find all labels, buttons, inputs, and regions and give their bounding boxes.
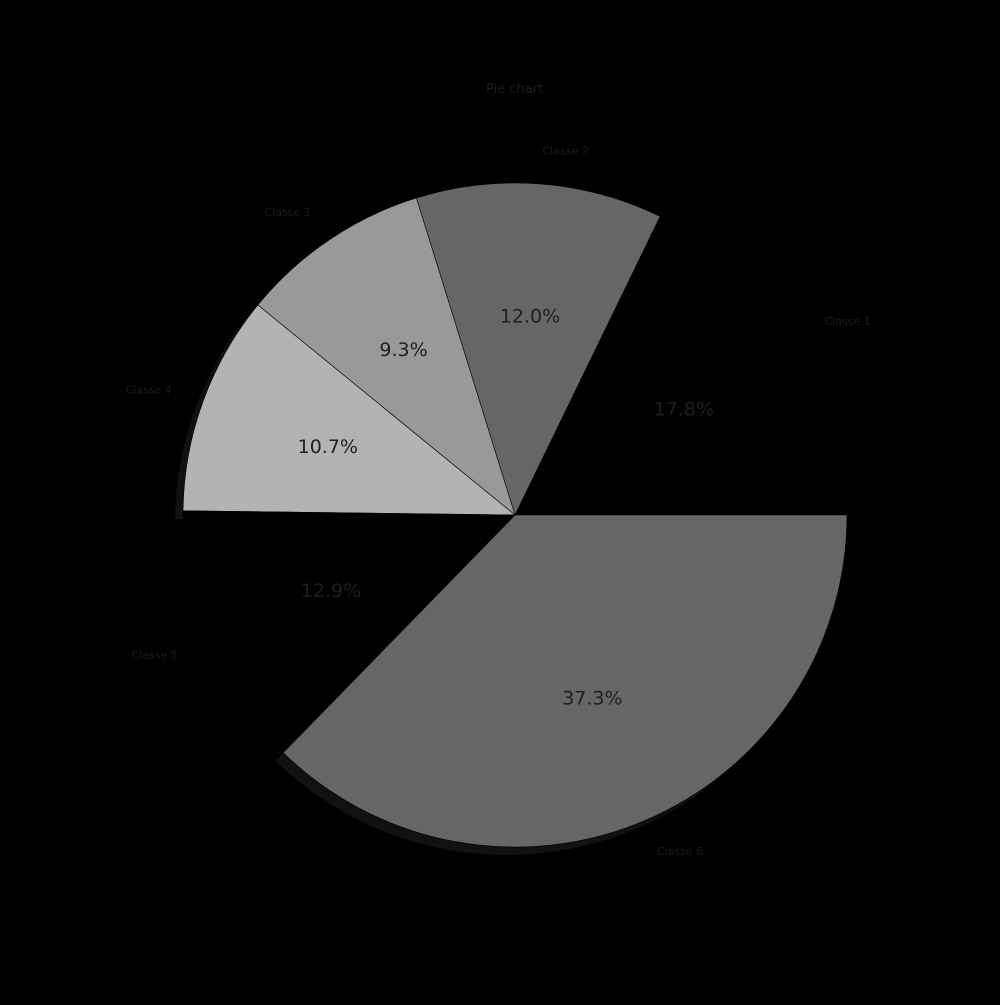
pie-category-label-classe-4: Classe 4 — [126, 384, 172, 397]
pie-category-label-classe-1: Classe 1 — [825, 315, 871, 328]
pie-category-label-classe-6: Classe 6 — [657, 845, 703, 858]
pie-category-label-classe-2: Classe 2 — [543, 144, 589, 157]
pie-slice-classe-2 — [416, 182, 661, 516]
chart-title: Pie chart — [486, 82, 543, 97]
pie-category-label-classe-3: Classe 3 — [264, 206, 310, 219]
pie-slice-classe-4 — [182, 304, 516, 516]
pie-slice-classe-1 — [514, 215, 848, 516]
pie-category-label-classe-5: Classe 5 — [131, 648, 177, 661]
label-layer: 17.8% Classe 1 12.0% Classe 2 9.3% Classe 3 10… — [126, 144, 871, 858]
pie-slice-classe-3 — [257, 197, 516, 516]
slice-layer — [182, 182, 848, 848]
pie-pct-label-classe-3: 9.3% — [379, 339, 427, 361]
pie-pct-label-classe-6: 37.3% — [562, 688, 622, 710]
pie-slice-classe-5 — [182, 510, 516, 754]
pie-pct-label-classe-1: 17.8% — [654, 398, 714, 420]
pie-slice-classe-6 — [282, 514, 848, 848]
pie-pct-label-classe-2: 12.0% — [500, 305, 560, 327]
pie-pct-label-classe-5: 12.9% — [301, 580, 361, 602]
pie-pct-label-classe-4: 10.7% — [298, 436, 358, 458]
